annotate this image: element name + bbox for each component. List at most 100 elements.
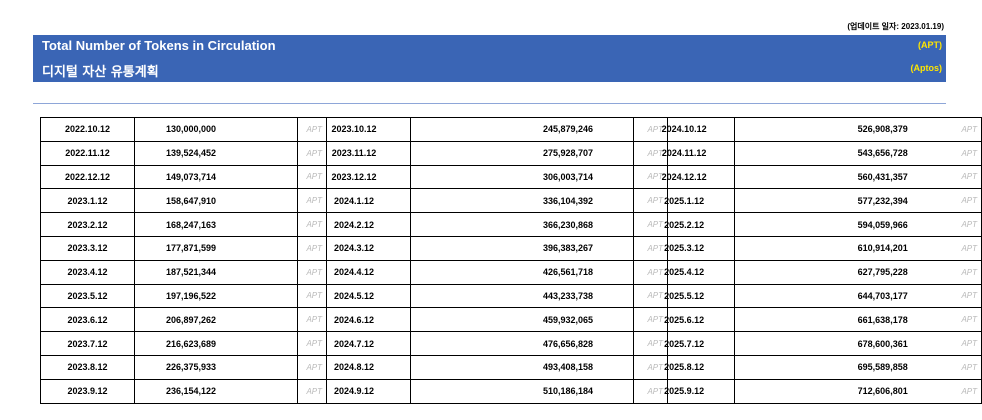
table-row: 2022.11.12 139,524,452 APT <box>40 140 327 166</box>
date-cell: 2023.8.12 <box>40 354 135 380</box>
table-row: 2024.9.12 510,186,184 APT <box>297 378 668 404</box>
date-cell: 2024.5.12 <box>297 283 411 309</box>
date-cell: 2025.2.12 <box>632 212 736 237</box>
amount-cell: 712,606,801 <box>734 378 951 404</box>
table-row: 2023.1.12 158,647,910 APT <box>40 188 327 214</box>
table-row: 2024.1.12 336,104,392 APT <box>297 188 668 214</box>
table-row: 2024.12.12 560,431,357 APT <box>632 164 982 190</box>
amount-cell: 560,431,357 <box>734 164 951 190</box>
date-cell: 2023.10.12 <box>297 117 411 142</box>
unit-cell: APT <box>950 140 982 166</box>
date-cell: 2024.7.12 <box>297 331 411 356</box>
amount-cell: 130,000,000 <box>134 117 295 142</box>
subtitle: 디지털 자산 유통계획 <box>42 65 159 80</box>
date-cell: 2025.3.12 <box>632 235 736 261</box>
amount-cell: 678,600,361 <box>734 331 951 356</box>
unit-cell: APT <box>950 283 982 309</box>
amount-cell: 426,561,718 <box>410 259 637 285</box>
amount-cell: 577,232,394 <box>734 188 951 214</box>
amount-cell: 510,186,184 <box>410 378 637 404</box>
amount-cell: 139,524,452 <box>134 140 295 166</box>
table-row: 2023.12.12 306,003,714 APT <box>297 164 668 190</box>
table-row: 2023.7.12 216,623,689 APT <box>40 331 327 356</box>
date-cell: 2022.11.12 <box>40 140 135 166</box>
unit-cell: APT <box>950 307 982 333</box>
date-cell: 2024.9.12 <box>297 378 411 404</box>
unit-cell: APT <box>950 235 982 261</box>
amount-cell: 661,638,178 <box>734 307 951 333</box>
amount-cell: 245,879,246 <box>410 117 637 142</box>
table-row: 2023.4.12 187,521,344 APT <box>40 259 327 285</box>
amount-cell: 168,247,163 <box>134 212 295 237</box>
unit-cell: APT <box>950 164 982 190</box>
amount-cell: 275,928,707 <box>410 140 637 166</box>
amount-cell: 306,003,714 <box>410 164 637 190</box>
table-row: 2025.2.12 594,059,966 APT <box>632 212 982 237</box>
amount-cell: 526,908,379 <box>734 117 951 142</box>
date-cell: 2025.6.12 <box>632 307 736 333</box>
table-row: 2023.11.12 275,928,707 APT <box>297 140 668 166</box>
date-cell: 2024.4.12 <box>297 259 411 285</box>
unit-cell: APT <box>950 331 982 356</box>
token-table: 2023.10.12 245,879,246 APT 2023.11.12 275,92… <box>297 117 668 404</box>
amount-cell: 177,871,599 <box>134 235 295 261</box>
table-row: 2024.3.12 396,383,267 APT <box>297 235 668 261</box>
date-cell: 2023.3.12 <box>40 235 135 261</box>
token-table: 2024.10.12 526,908,379 APT 2024.11.12 543,65… <box>632 117 982 404</box>
table-row: 2023.3.12 177,871,599 APT <box>40 235 327 261</box>
unit-cell: APT <box>950 117 982 142</box>
amount-cell: 627,795,228 <box>734 259 951 285</box>
date-cell: 2023.11.12 <box>297 140 411 166</box>
table-row: 2024.11.12 543,656,728 APT <box>632 140 982 166</box>
date-cell: 2024.12.12 <box>632 164 736 190</box>
divider <box>33 103 946 104</box>
table-row: 2025.7.12 678,600,361 APT <box>632 331 982 356</box>
token-table: 2022.10.12 130,000,000 APT 2022.11.12 139,52… <box>40 117 327 404</box>
table-row: 2025.4.12 627,795,228 APT <box>632 259 982 285</box>
table-row: 2025.6.12 661,638,178 APT <box>632 307 982 333</box>
unit-name: (Aptos) <box>910 63 943 73</box>
date-cell: 2023.4.12 <box>40 259 135 285</box>
table-row: 2022.12.12 149,073,714 APT <box>40 164 327 190</box>
amount-cell: 476,656,828 <box>410 331 637 356</box>
unit-cell: APT <box>950 259 982 285</box>
unit-cell: APT <box>950 354 982 380</box>
amount-cell: 187,521,344 <box>134 259 295 285</box>
table-row: 2024.4.12 426,561,718 APT <box>297 259 668 285</box>
amount-cell: 366,230,868 <box>410 212 637 237</box>
amount-cell: 644,703,177 <box>734 283 951 309</box>
date-cell: 2022.12.12 <box>40 164 135 190</box>
table-row: 2024.5.12 443,233,738 APT <box>297 283 668 309</box>
table-row: 2023.10.12 245,879,246 APT <box>297 117 668 142</box>
amount-cell: 396,383,267 <box>410 235 637 261</box>
amount-cell: 336,104,392 <box>410 188 637 214</box>
date-cell: 2023.1.12 <box>40 188 135 214</box>
date-cell: 2024.2.12 <box>297 212 411 237</box>
date-cell: 2025.5.12 <box>632 283 736 309</box>
unit: (APT) <box>918 40 942 50</box>
date-cell: 2023.9.12 <box>40 378 135 404</box>
date-cell: 2023.5.12 <box>40 283 135 309</box>
table-row: 2024.8.12 493,408,158 APT <box>297 354 668 380</box>
amount-cell: 149,073,714 <box>134 164 295 190</box>
table-row: 2024.6.12 459,932,065 APT <box>297 307 668 333</box>
update-date: (업데이트 일자: 2023.01.19) <box>847 22 944 31</box>
date-cell: 2023.12.12 <box>297 164 411 190</box>
amount-cell: 206,897,262 <box>134 307 295 333</box>
amount-cell: 610,914,201 <box>734 235 951 261</box>
unit-cell: APT <box>950 378 982 404</box>
date-cell: 2024.3.12 <box>297 235 411 261</box>
table-row: 2025.9.12 712,606,801 APT <box>632 378 982 404</box>
table-row: 2025.3.12 610,914,201 APT <box>632 235 982 261</box>
table-row: 2024.10.12 526,908,379 APT <box>632 117 982 142</box>
amount-cell: 459,932,065 <box>410 307 637 333</box>
amount-cell: 695,589,858 <box>734 354 951 380</box>
date-cell: 2025.9.12 <box>632 378 736 404</box>
amount-cell: 493,408,158 <box>410 354 637 380</box>
date-cell: 2023.2.12 <box>40 212 135 237</box>
amount-cell: 226,375,933 <box>134 354 295 380</box>
date-cell: 2024.6.12 <box>297 307 411 333</box>
table-row: 2025.5.12 644,703,177 APT <box>632 283 982 309</box>
date-cell: 2025.1.12 <box>632 188 736 214</box>
